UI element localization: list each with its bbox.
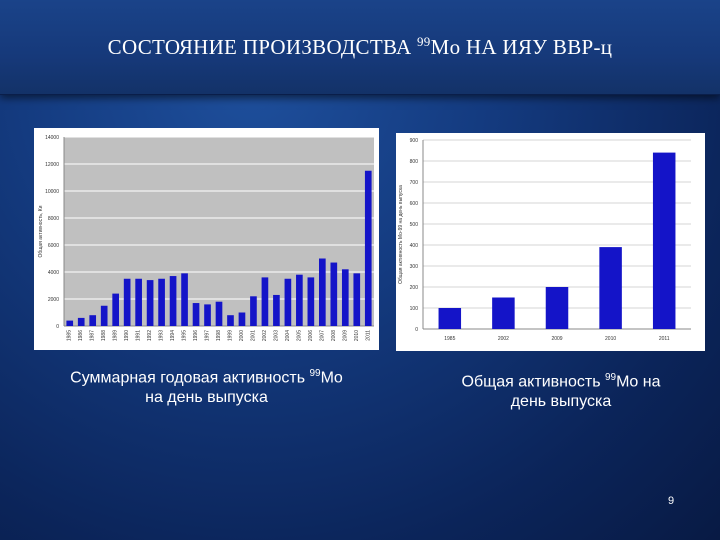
total-chart-y-tick-label: 100 — [410, 306, 419, 312]
total-chart-x-tick-label: 2009 — [551, 336, 562, 342]
annual-chart-x-tick-label: 1994 — [170, 330, 176, 341]
total-chart-y-tick-label: 0 — [415, 327, 418, 333]
annual-chart-x-tick-label: 1995 — [182, 330, 188, 341]
total-chart-y-tick-label: 900 — [410, 138, 419, 144]
annual-chart-y-axis-label: Общая активность, Ки — [38, 205, 44, 257]
annual-chart-bar — [112, 293, 119, 326]
annual-chart-bar — [330, 262, 338, 326]
annual-chart-bar — [181, 273, 188, 326]
annual-activity-caption: Суммарная годовая активность 99Mo на ден… — [70, 368, 343, 407]
annual-chart-y-tick-label: 10000 — [45, 189, 59, 195]
annual-chart-bar — [77, 317, 85, 326]
annual-chart-bar — [353, 273, 361, 326]
annual-chart-x-tick-label: 2004 — [285, 330, 291, 341]
annual-chart-bar — [215, 301, 223, 326]
annual-chart-x-tick-label: 1989 — [113, 330, 119, 341]
annual-chart-x-tick-label: 2009 — [342, 330, 348, 341]
annual-chart-y-tick-label: 12000 — [45, 162, 59, 168]
annual-chart-x-tick-label: 2001 — [250, 330, 256, 341]
annual-chart-x-tick-label: 1992 — [147, 330, 153, 341]
annual-chart-x-tick-label: 2003 — [273, 330, 279, 341]
annual-chart-x-tick-label: 2007 — [319, 330, 325, 341]
page-title: СОСТОЯНИЕ ПРОИЗВОДСТВА 99Mo НА ИЯУ ВВР-ц — [107, 34, 613, 59]
annual-chart-bar — [169, 276, 177, 326]
annual-chart-x-tick-label: 1985 — [67, 330, 73, 341]
total-chart-bar — [652, 152, 676, 329]
annual-chart-x-tick-label: 2011 — [365, 330, 371, 341]
annual-chart-x-tick-label: 1999 — [227, 330, 233, 341]
annual-chart-x-tick-label: 1998 — [216, 330, 222, 341]
total-chart-y-tick-label: 500 — [410, 222, 419, 228]
annual-chart-bar — [100, 305, 108, 326]
total-chart-bar — [599, 247, 622, 329]
annual-chart-bar — [123, 278, 131, 326]
annual-chart-bar — [284, 278, 292, 326]
annual-chart-x-tick-label: 1997 — [205, 330, 211, 341]
total-activity-chart-svg: 0 100 200 300 400 500 600 700 800 900 1985 2002 2009… — [398, 138, 691, 342]
total-activity-chart: 0 100 200 300 400 500 600 700 800 900 1985 2002 2009… — [396, 133, 705, 351]
annual-chart-x-tick-label: 2005 — [296, 330, 302, 341]
annual-chart-bar — [192, 303, 200, 326]
annual-chart-bar — [307, 277, 315, 326]
annual-chart-y-tick-label: 4000 — [48, 270, 59, 276]
annual-chart-x-tick-label: 2006 — [308, 330, 314, 341]
total-chart-y-tick-label: 300 — [410, 264, 419, 270]
total-chart-y-tick-label: 600 — [410, 201, 419, 207]
annual-chart-x-tick-label: 1988 — [101, 330, 107, 341]
annual-chart-bar — [66, 320, 74, 326]
annual-chart-plot-area — [64, 137, 374, 326]
annual-activity-chart-svg: 0 2000 4000 6000 8000 10000 12000 14000 1985 1986… — [38, 135, 374, 341]
annual-chart-x-tick-label: 2010 — [354, 330, 360, 341]
annual-chart-y-tick-label: 8000 — [48, 216, 59, 222]
annual-chart-x-tick-label: 1991 — [136, 330, 142, 341]
total-chart-bar — [545, 287, 569, 329]
annual-chart-bar — [227, 315, 234, 326]
annual-chart-x-tick-label: 1986 — [78, 330, 84, 341]
total-chart-bar — [438, 308, 462, 329]
annual-chart-x-tick-label: 1990 — [124, 330, 130, 341]
annual-chart-y-tick-label: 0 — [56, 324, 59, 330]
annual-chart-bar — [238, 312, 246, 326]
annual-chart-x-tick-label: 2000 — [239, 330, 245, 341]
page-number: 9 — [668, 495, 675, 507]
annual-chart-bar — [135, 278, 142, 326]
annual-activity-chart: 0 2000 4000 6000 8000 10000 12000 14000 1985 1986… — [34, 128, 379, 350]
annual-chart-x-tick-label: 1996 — [193, 330, 199, 341]
annual-chart-x-tick-label: 2008 — [331, 330, 337, 341]
annual-chart-y-tick-label: 2000 — [48, 297, 59, 303]
annual-chart-bar — [146, 280, 154, 326]
annual-chart-bar — [89, 315, 97, 326]
annual-chart-bar — [204, 304, 211, 326]
annual-chart-bar — [273, 294, 280, 326]
annual-chart-bar — [319, 258, 326, 326]
total-chart-y-tick-label: 200 — [410, 285, 419, 291]
total-chart-y-axis-label: Общая активность Мо-99 на день выпуска — [398, 185, 404, 284]
annual-chart-y-tick-label: 14000 — [45, 135, 59, 141]
annual-chart-x-tick-label: 1993 — [159, 330, 165, 341]
total-chart-y-tick-label: 700 — [410, 180, 419, 186]
annual-chart-x-tick-label: 2002 — [262, 330, 268, 341]
total-chart-x-tick-label: 1985 — [444, 336, 455, 342]
title-bar: СОСТОЯНИЕ ПРОИЗВОДСТВА 99Mo НА ИЯУ ВВР-ц — [0, 0, 720, 95]
annual-chart-y-tick-label: 6000 — [48, 243, 59, 249]
total-activity-caption: Общая активность 99Mo на день выпуска — [461, 372, 661, 411]
total-chart-y-tick-label: 400 — [410, 243, 419, 249]
annual-chart-bar — [364, 170, 372, 326]
annual-chart-bar — [261, 277, 269, 326]
total-chart-x-tick-label: 2011 — [659, 336, 670, 342]
total-chart-y-tick-label: 800 — [410, 159, 419, 165]
annual-chart-x-tick-label: 1987 — [90, 330, 96, 341]
total-chart-bar — [492, 297, 515, 329]
annual-chart-bar — [158, 278, 165, 326]
total-chart-x-tick-label: 2002 — [498, 336, 509, 342]
annual-chart-bar — [250, 296, 257, 326]
annual-chart-bar — [296, 274, 303, 326]
annual-chart-bar — [341, 269, 349, 326]
total-chart-x-tick-label: 2010 — [605, 336, 616, 342]
